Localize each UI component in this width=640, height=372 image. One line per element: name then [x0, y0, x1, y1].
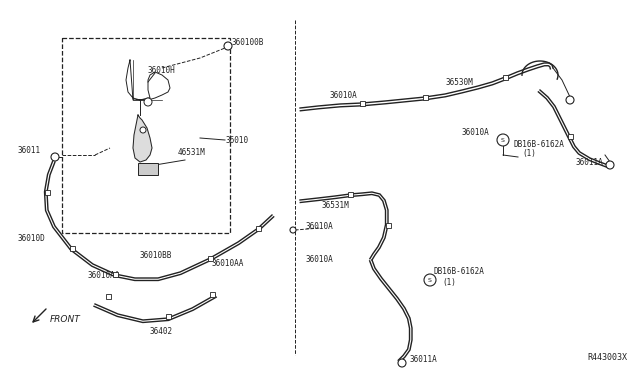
- Text: 36531M: 36531M: [322, 201, 349, 209]
- Circle shape: [398, 359, 406, 367]
- Text: 36010H: 36010H: [148, 65, 176, 74]
- Bar: [45, 189, 49, 195]
- Text: (1): (1): [442, 279, 456, 288]
- Bar: [62, 38, 230, 233]
- Circle shape: [224, 42, 232, 50]
- Circle shape: [606, 161, 614, 169]
- Bar: [207, 256, 212, 260]
- Bar: [502, 74, 508, 80]
- Text: 36010AA: 36010AA: [88, 270, 120, 279]
- Circle shape: [424, 274, 436, 286]
- Text: DB16B-6162A: DB16B-6162A: [514, 140, 565, 148]
- Circle shape: [51, 153, 59, 161]
- Text: 36011A: 36011A: [410, 356, 438, 365]
- Text: R443003X: R443003X: [587, 353, 627, 362]
- Text: 360100B: 360100B: [232, 38, 264, 46]
- Text: 36011A: 36011A: [575, 157, 603, 167]
- Text: FRONT: FRONT: [50, 315, 81, 324]
- Bar: [209, 292, 214, 296]
- Text: 36010A: 36010A: [305, 256, 333, 264]
- Polygon shape: [133, 115, 152, 162]
- Text: 36010D: 36010D: [18, 234, 45, 243]
- Text: 36010: 36010: [226, 135, 249, 144]
- Bar: [360, 100, 365, 106]
- Bar: [166, 314, 170, 318]
- Bar: [385, 222, 390, 228]
- Text: 36010A: 36010A: [330, 90, 358, 99]
- Bar: [113, 272, 118, 276]
- Bar: [422, 94, 428, 99]
- Text: S: S: [501, 138, 505, 142]
- Text: (1): (1): [522, 148, 536, 157]
- Bar: [568, 134, 573, 138]
- Circle shape: [566, 96, 574, 104]
- Text: 46531M: 46531M: [178, 148, 205, 157]
- Bar: [70, 246, 74, 250]
- Text: 36010A: 36010A: [305, 221, 333, 231]
- Bar: [348, 192, 353, 196]
- Text: 36402: 36402: [150, 327, 173, 337]
- Text: 36010AA: 36010AA: [212, 259, 244, 267]
- Text: S: S: [428, 278, 432, 282]
- Bar: [138, 163, 158, 175]
- Circle shape: [140, 127, 146, 133]
- Circle shape: [497, 134, 509, 146]
- Bar: [255, 225, 260, 231]
- Circle shape: [144, 98, 152, 106]
- Bar: [106, 294, 111, 298]
- Text: 36010BB: 36010BB: [140, 250, 172, 260]
- Circle shape: [290, 227, 296, 233]
- Text: 36530M: 36530M: [445, 77, 473, 87]
- Text: DB16B-6162A: DB16B-6162A: [434, 267, 485, 276]
- Text: 36010A: 36010A: [462, 128, 490, 137]
- Text: 36011: 36011: [18, 145, 41, 154]
